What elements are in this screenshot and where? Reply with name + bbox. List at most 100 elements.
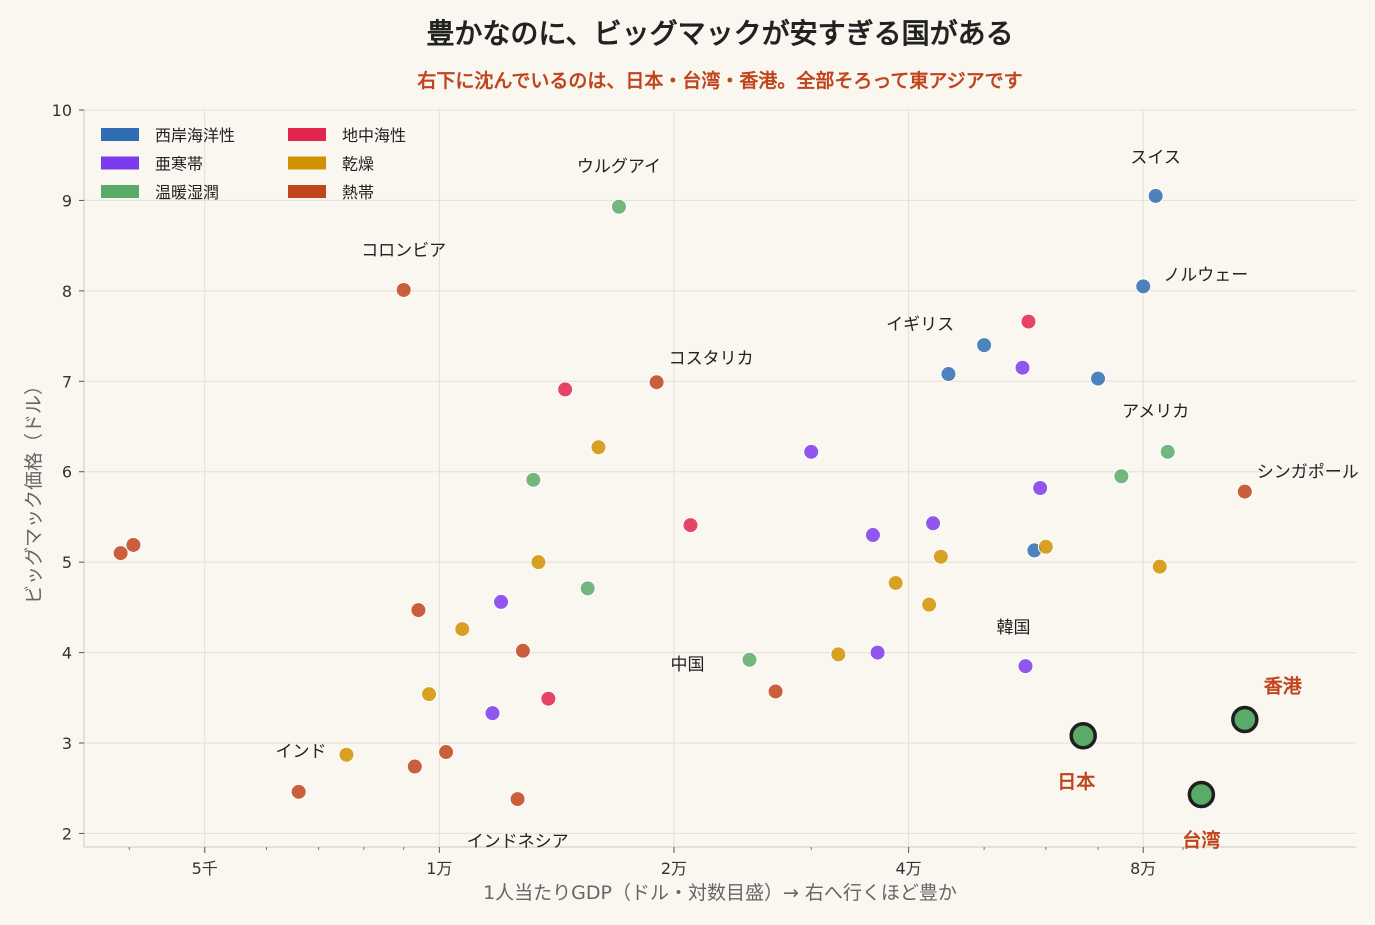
y-axis-label: ビッグマック価格（ドル） [23,376,45,604]
data-point [1090,370,1107,387]
data-point [112,545,129,562]
y-tick-label: 5 [62,553,72,572]
highlight-point [1069,722,1097,750]
point-label: シンガポール [1257,463,1359,483]
x-ticks: 5千 1万 2万 4万 8万 [128,847,1184,878]
data-point [540,690,557,707]
data-point [1020,313,1037,330]
y-tick-label: 8 [62,282,72,301]
data-point [125,536,142,553]
data-point [557,381,574,398]
data-point [590,439,607,456]
data-point [1236,483,1253,500]
data-point [1017,658,1034,675]
x-tick-label: 4万 [896,859,922,878]
data-point [925,515,942,532]
data-point [438,744,455,761]
data-point [406,758,423,775]
x-axis-label: 1人当たりGDP（ドル・対数目盛）→ 右へ行くほど豊か [483,882,957,904]
highlight-label: 台湾 [1182,829,1220,852]
y-tick-label: 2 [62,824,72,843]
data-point [1135,278,1152,295]
data-point [290,783,307,800]
data-point [830,646,847,663]
chart-title: 豊かなのに、ビッグマックが安すぎる国がある [426,17,1013,50]
data-point [1151,558,1168,575]
x-tick-label: 5千 [192,859,218,878]
data-point [767,683,784,700]
data-point [921,596,938,613]
x-tick-label: 8万 [1130,859,1156,878]
data-point [976,337,993,354]
point-label: インド [275,742,326,762]
legend-label: 地中海性 [342,126,406,145]
y-tick-label: 6 [62,463,72,482]
data-point [530,554,547,571]
data-point [803,443,820,460]
highlight-point [1231,705,1259,734]
data-point [1014,359,1031,376]
data-point [610,198,627,215]
y-ticks: 2 3 4 5 6 7 8 9 10 [52,101,84,843]
data-point [454,621,471,638]
data-point [940,366,957,383]
point-label: コスタリカ [669,349,754,369]
axes: 5千 1万 2万 4万 8万 2 3 4 5 6 7 8 9 10 [52,101,1356,878]
data-point [421,686,438,703]
data-point [869,644,886,661]
data-point [410,602,427,619]
legend-swatch [288,185,326,198]
point-label: 中国 [671,655,705,675]
data-point [1037,538,1054,555]
data-point [1147,187,1164,204]
data-point [682,517,699,534]
point-label: ノルウェー [1163,265,1248,285]
data-point [741,651,758,668]
data-point [525,471,542,488]
legend-label: 亜寒帯 [155,155,203,174]
legend-label: 温暖湿潤 [155,183,219,202]
data-point [932,548,949,565]
data-point [1032,479,1049,496]
point-label: スイス [1130,148,1181,168]
legend-swatch [101,156,139,170]
highlight-point [1187,780,1216,809]
point-label: ウルグアイ [577,157,661,177]
y-tick-label: 3 [62,734,72,753]
point-label: コロンビア [361,241,446,261]
data-point [484,705,501,722]
data-point [887,574,904,591]
data-point [1159,443,1176,460]
x-tick-label: 1万 [426,859,452,878]
legend-swatch [101,185,139,198]
legend-swatch [101,128,139,141]
data-point [509,791,526,808]
legend-swatch [288,128,326,141]
data-points [112,187,1259,809]
y-tick-label: 7 [62,372,72,391]
point-label: イギリス [886,315,954,335]
grid-lines [84,109,1356,847]
data-point [648,374,665,391]
point-label: インドネシア [467,832,569,852]
highlight-label: 日本 [1057,770,1095,793]
y-tick-label: 10 [52,101,72,120]
highlight-label: 香港 [1263,675,1303,697]
legend-label: 西岸海洋性 [155,126,235,145]
chart-subtitle: 右下に沈んでいるのは、日本・台湾・香港。全部そろって東アジアです [416,69,1022,92]
legend-label: 熱帯 [342,183,374,202]
data-point [493,593,510,610]
data-point [338,746,355,763]
y-tick-label: 9 [62,191,72,210]
data-point [514,642,531,659]
data-point [579,580,596,597]
data-point [864,527,881,544]
data-point [1113,468,1130,485]
x-tick-label: 2万 [661,859,687,878]
point-label: 韓国 [997,618,1031,638]
data-point [395,281,412,298]
point-label: アメリカ [1122,402,1189,422]
